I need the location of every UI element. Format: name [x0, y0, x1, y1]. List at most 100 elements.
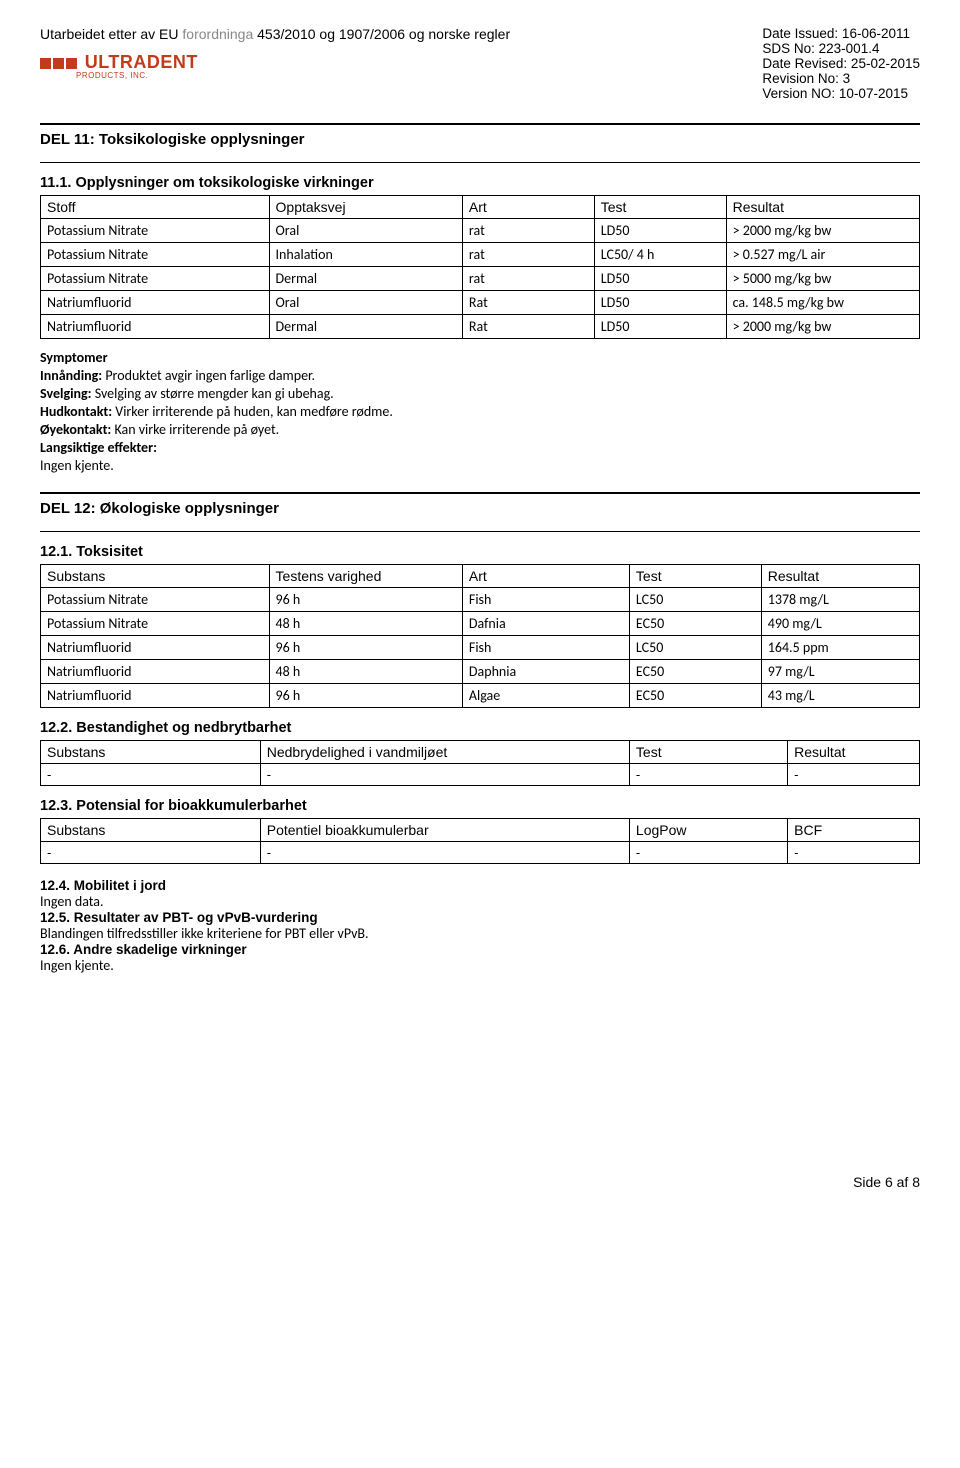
- regulation-line: Utarbeidet etter av EU forordninga 453/2…: [40, 26, 702, 42]
- page-footer: Side 6 af 8: [40, 1174, 920, 1190]
- table-cell: rat: [462, 243, 594, 267]
- divider: [40, 162, 920, 163]
- table-header: Substans: [41, 565, 270, 588]
- table-cell: Potassium Nitrate: [41, 588, 270, 612]
- table-cell: Oral: [269, 291, 462, 315]
- bioakkum-table: SubstansPotentiel bioakkumulerbarLogPowB…: [40, 818, 920, 864]
- symptom-label: Øyekontakt:: [40, 421, 111, 438]
- table-row: ----: [41, 764, 920, 786]
- header-right: Date Issued: 16-06-2011 SDS No: 223-001.…: [762, 26, 920, 101]
- table-cell: LD50: [594, 219, 726, 243]
- table-header: Potentiel bioakkumulerbar: [260, 819, 629, 842]
- s126-title: 12.6. Andre skadelige virkninger: [40, 942, 920, 957]
- s126-text: Ingen kjente.: [40, 957, 920, 974]
- table-cell: 164.5 ppm: [761, 636, 919, 660]
- table-header: LogPow: [629, 819, 787, 842]
- s125-text: Blandingen tilfredsstiller ikke kriterie…: [40, 925, 920, 942]
- divider: [40, 531, 920, 532]
- table-cell: Fish: [462, 588, 629, 612]
- table-cell: -: [260, 764, 629, 786]
- table-cell: Inhalation: [269, 243, 462, 267]
- table-row: Potassium NitrateOralratLD50> 2000 mg/kg…: [41, 219, 920, 243]
- table-header: Resultat: [788, 741, 920, 764]
- table-cell: -: [788, 764, 920, 786]
- del11-title: DEL 11: Toksikologiske opplysninger: [40, 131, 920, 148]
- symptom-label: Innånding:: [40, 367, 102, 384]
- toks-title: 12.1. Toksisitet: [40, 544, 920, 560]
- table-cell: 1378 mg/L: [761, 588, 919, 612]
- symptom-label: Hudkontakt:: [40, 403, 112, 420]
- table-cell: EC50: [629, 684, 761, 708]
- table-row: Natriumfluorid96 hFishLC50164.5 ppm: [41, 636, 920, 660]
- table-cell: 96 h: [269, 588, 462, 612]
- s124-title: 12.4. Mobilitet i jord: [40, 878, 920, 893]
- table-cell: Natriumfluorid: [41, 315, 270, 339]
- table-cell: Natriumfluorid: [41, 636, 270, 660]
- table-row: Natriumfluorid48 hDaphniaEC5097 mg/L: [41, 660, 920, 684]
- reg-prefix: Utarbeidet etter av EU: [40, 26, 182, 42]
- symptomer-block: Symptomer Innånding: Produktet avgir ing…: [40, 349, 920, 474]
- header-left: Utarbeidet etter av EU forordninga 453/2…: [40, 26, 702, 80]
- table-row: Natriumfluorid96 hAlgaeEC5043 mg/L: [41, 684, 920, 708]
- symptom-line: Hudkontakt: Virker irriterende på huden,…: [40, 403, 920, 420]
- langsiktige-text: Ingen kjente.: [40, 457, 920, 474]
- table-cell: LC50/ 4 h: [594, 243, 726, 267]
- symptom-text: Kan virke irriterende på øyet.: [111, 421, 279, 438]
- table-row: NatriumfluoridOralRatLD50ca. 148.5 mg/kg…: [41, 291, 920, 315]
- bestandighet-table: SubstansNedbrydelighed i vandmiljøetTest…: [40, 740, 920, 786]
- table-row: Potassium NitrateDermalratLD50> 5000 mg/…: [41, 267, 920, 291]
- table-cell: > 5000 mg/kg bw: [726, 267, 919, 291]
- table-cell: -: [41, 764, 261, 786]
- table-cell: -: [629, 842, 787, 864]
- table-cell: Natriumfluorid: [41, 291, 270, 315]
- table-header: Art: [462, 196, 594, 219]
- reg-gray: forordninga: [182, 26, 253, 42]
- del12-title: DEL 12: Økologiske opplysninger: [40, 500, 920, 517]
- table-header: Testens varighed: [269, 565, 462, 588]
- table-cell: Potassium Nitrate: [41, 612, 270, 636]
- table-header: Test: [594, 196, 726, 219]
- table-header: Test: [629, 741, 787, 764]
- table-cell: 96 h: [269, 636, 462, 660]
- table-cell: LD50: [594, 291, 726, 315]
- table-header: Opptaksvej: [269, 196, 462, 219]
- table-row: NatriumfluoridDermalRatLD50> 2000 mg/kg …: [41, 315, 920, 339]
- symptom-line: Øyekontakt: Kan virke irriterende på øye…: [40, 421, 920, 438]
- best-title: 12.2. Bestandighet og nedbrytbarhet: [40, 720, 920, 736]
- symptom-text: Virker irriterende på huden, kan medføre…: [112, 403, 393, 420]
- table-cell: Potassium Nitrate: [41, 243, 270, 267]
- table-cell: -: [41, 842, 261, 864]
- table-header: Resultat: [761, 565, 919, 588]
- table-row: Potassium NitrateInhalationratLC50/ 4 h>…: [41, 243, 920, 267]
- symptom-text: Produktet avgir ingen farlige damper.: [102, 367, 315, 384]
- table-cell: Algae: [462, 684, 629, 708]
- date-revised: Date Revised: 25-02-2015: [762, 56, 920, 71]
- table-header: Resultat: [726, 196, 919, 219]
- table-cell: LC50: [629, 588, 761, 612]
- table-cell: -: [788, 842, 920, 864]
- table-cell: ca. 148.5 mg/kg bw: [726, 291, 919, 315]
- table-cell: > 0.527 mg/L air: [726, 243, 919, 267]
- table-row: Potassium Nitrate96 hFishLC501378 mg/L: [41, 588, 920, 612]
- table-cell: rat: [462, 267, 594, 291]
- table-cell: Potassium Nitrate: [41, 219, 270, 243]
- table-cell: 490 mg/L: [761, 612, 919, 636]
- table-cell: Fish: [462, 636, 629, 660]
- divider: [40, 492, 920, 494]
- table-header: Nedbrydelighed i vandmiljøet: [260, 741, 629, 764]
- langsiktige-label: Langsiktige effekter:: [40, 439, 920, 456]
- date-issued: Date Issued: 16-06-2011: [762, 26, 920, 41]
- table-cell: Dermal: [269, 315, 462, 339]
- del11-table: StoffOpptaksvejArtTestResultat Potassium…: [40, 195, 920, 339]
- table-cell: Rat: [462, 291, 594, 315]
- table-cell: 97 mg/L: [761, 660, 919, 684]
- table-cell: Potassium Nitrate: [41, 267, 270, 291]
- symptom-line: Innånding: Produktet avgir ingen farlige…: [40, 367, 920, 384]
- divider: [40, 123, 920, 125]
- table-cell: Dafnia: [462, 612, 629, 636]
- table-cell: 96 h: [269, 684, 462, 708]
- table-cell: Oral: [269, 219, 462, 243]
- table-header: Substans: [41, 741, 261, 764]
- table-row: Potassium Nitrate48 hDafniaEC50490 mg/L: [41, 612, 920, 636]
- del11-sub: 11.1. Opplysninger om toksikologiske vir…: [40, 175, 920, 191]
